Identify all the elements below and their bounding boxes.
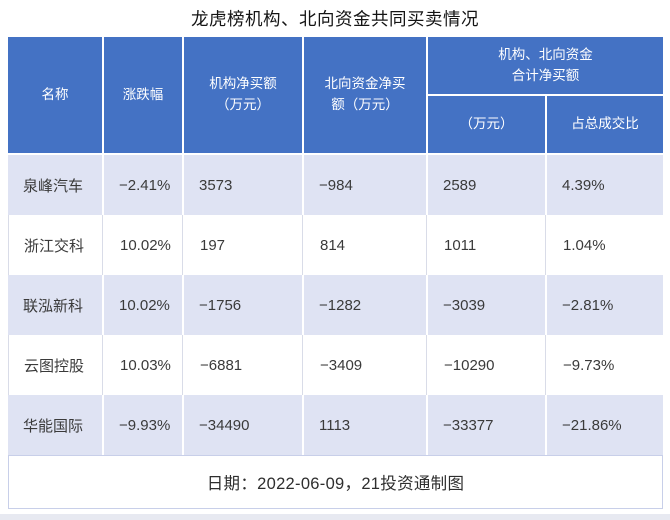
stock-name: 华能国际 <box>8 395 102 455</box>
table-row: 华能国际 −9.93% −34490 1113 −33377 −21.86% <box>8 395 663 455</box>
table-header: 名称 涨跌幅 机构净买额 （万元） 北向资金净买 额（万元） 机构、北向资金 合… <box>8 37 663 153</box>
pct-of-turnover: 1.04% <box>548 215 664 275</box>
inst-net-buy: −1756 <box>184 275 302 335</box>
bottom-divider <box>0 514 670 520</box>
combined-net-buy: 2589 <box>428 155 545 215</box>
pct-of-turnover: 4.39% <box>547 155 663 215</box>
combined-net-buy: −10290 <box>429 335 546 395</box>
change-pct: 10.03% <box>105 335 183 395</box>
stock-name: 浙江交科 <box>9 215 103 275</box>
table-row: 浙江交科 10.02% 197 814 1011 1.04% <box>8 215 664 275</box>
north-net-buy: 1113 <box>304 395 426 455</box>
stock-name: 联泓新科 <box>8 275 102 335</box>
header-change-pct: 涨跌幅 <box>104 37 182 153</box>
inst-net-buy: −6881 <box>185 335 303 395</box>
header-inst-net-buy: 机构净买额 （万元） <box>184 37 302 153</box>
header-combined-net-buy: 机构、北向资金 合计净买额 <box>428 37 663 94</box>
header-pct-of-turnover: 占总成交比 <box>547 96 663 153</box>
inst-net-buy: 3573 <box>184 155 302 215</box>
data-table: 名称 涨跌幅 机构净买额 （万元） 北向资金净买 额（万元） 机构、北向资金 合… <box>8 37 664 509</box>
header-name: 名称 <box>8 37 102 153</box>
table-row: 云图控股 10.03% −6881 −3409 −10290 −9.73% <box>8 335 664 395</box>
page-title: 龙虎榜机构、北向资金共同买卖情况 <box>191 9 479 29</box>
north-net-buy: −1282 <box>304 275 426 335</box>
north-net-buy: −984 <box>304 155 426 215</box>
table-row: 联泓新科 10.02% −1756 −1282 −3039 −2.81% <box>8 275 663 335</box>
source-note: 日期：2022-06-09，21投资通制图 <box>8 455 663 509</box>
combined-net-buy: −33377 <box>428 395 545 455</box>
change-pct: −9.93% <box>104 395 182 455</box>
north-net-buy: −3409 <box>305 335 427 395</box>
pct-of-turnover: −9.73% <box>548 335 664 395</box>
inst-net-buy: −34490 <box>184 395 302 455</box>
pct-of-turnover: −2.81% <box>547 275 663 335</box>
change-pct: 10.02% <box>105 215 183 275</box>
table-row: 泉峰汽车 −2.41% 3573 −984 2589 4.39% <box>8 155 663 215</box>
stock-name: 泉峰汽车 <box>8 155 102 215</box>
inst-net-buy: 197 <box>185 215 303 275</box>
infographic: 龙虎榜机构、北向资金共同买卖情况 名称 涨跌幅 机构净买额 （万元） 北向资金净… <box>0 9 670 520</box>
header-combined-amount: （万元） <box>428 96 545 153</box>
change-pct: 10.02% <box>104 275 182 335</box>
pct-of-turnover: −21.86% <box>547 395 663 455</box>
combined-net-buy: −3039 <box>428 275 545 335</box>
stock-name: 云图控股 <box>9 335 103 395</box>
combined-net-buy: 1011 <box>429 215 546 275</box>
north-net-buy: 814 <box>305 215 427 275</box>
header-north-net-buy: 北向资金净买 额（万元） <box>304 37 426 153</box>
change-pct: −2.41% <box>104 155 182 215</box>
